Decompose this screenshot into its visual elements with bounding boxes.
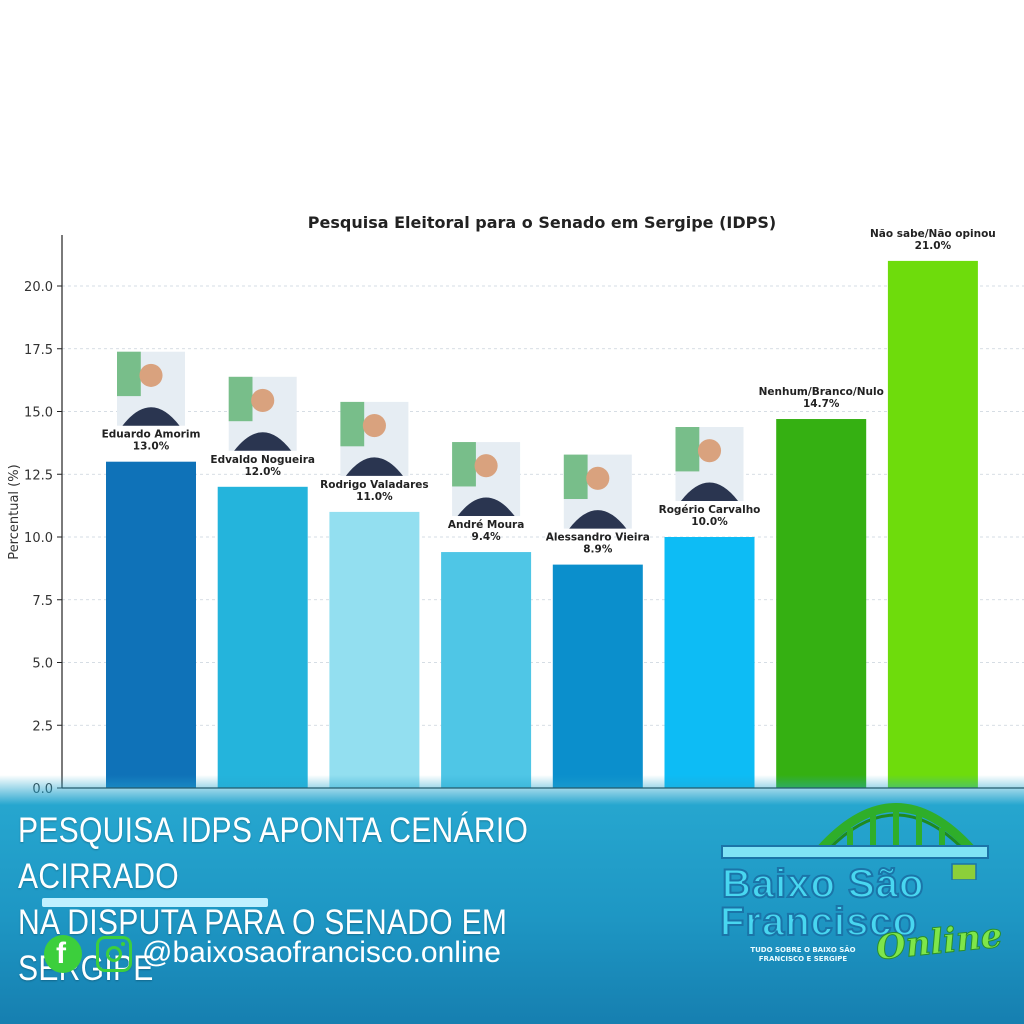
y-tick-label: 10.0	[24, 531, 53, 546]
bar-category-label: Eduardo Amorim	[102, 429, 201, 441]
bar-category-label: Não sabe/Não opinou	[870, 228, 996, 240]
bar	[776, 419, 867, 788]
chart-gridlines	[62, 285, 1024, 726]
bar-category-label: André Moura	[448, 519, 524, 531]
headline-line-2: NA DISPUTA PARA O SENADO EM SERGIPE	[18, 903, 508, 988]
y-tick-label: 7.5	[32, 594, 53, 609]
facebook-glyph: f	[56, 937, 66, 970]
headline-underline	[42, 898, 268, 907]
logo-word-2: Francisco	[719, 899, 918, 945]
bar	[217, 486, 308, 788]
bar	[106, 461, 196, 788]
y-tick-label: 12.5	[24, 468, 53, 483]
candidate-photo	[228, 376, 297, 451]
logo-word-1: Baixo São	[721, 861, 925, 907]
bar	[552, 564, 643, 788]
bar-value-label: 8.9%	[583, 544, 613, 556]
y-tick-label: 5.0	[32, 657, 53, 672]
bar-value-label: 9.4%	[472, 531, 502, 543]
bar-category-label: Edvaldo Nogueira	[210, 454, 315, 466]
bar-value-label: 13.0%	[133, 441, 170, 453]
y-tick-labels: 0.02.55.07.510.012.515.017.520.0	[24, 280, 62, 797]
headline-line-1: PESQUISA IDPS APONTA CENÁRIO ACIRRADO	[18, 811, 529, 896]
candidate-photo	[675, 427, 744, 501]
facebook-icon[interactable]: f	[44, 935, 82, 973]
bar-category-label: Nenhum/Branco/Nulo	[759, 386, 884, 398]
logo-tagline: TUDO SOBRE O BAIXO SÃO FRANCISCO E SERGI…	[750, 946, 856, 963]
candidate-photo	[563, 454, 632, 529]
bar-value-label: 12.0%	[244, 466, 281, 478]
bar-category-label: Rodrigo Valadares	[320, 479, 428, 491]
y-tick-label: 20.0	[24, 280, 53, 295]
bar-value-label: 21.0%	[915, 240, 952, 252]
headline: PESQUISA IDPS APONTA CENÁRIO ACIRRADO NA…	[18, 808, 620, 992]
chart-title: Pesquisa Eleitoral para o Senado em Serg…	[308, 213, 776, 232]
bridge-icon	[721, 803, 989, 880]
instagram-icon[interactable]	[96, 936, 132, 972]
brand-logo: Baixo São Francisco TUDO SOBRE O BAIXO S…	[716, 780, 1016, 980]
chart-axes	[61, 235, 1024, 789]
social-handle[interactable]: @baixosaofrancisco.online	[142, 936, 501, 969]
bar-category-label: Rogério Carvalho	[659, 504, 761, 516]
bar-value-label: 14.7%	[803, 398, 840, 410]
bar	[329, 511, 420, 788]
y-tick-label: 15.0	[24, 406, 53, 421]
bar	[887, 260, 978, 788]
candidate-photo	[340, 401, 409, 476]
bar	[664, 537, 755, 788]
bar-value-label: 11.0%	[356, 491, 393, 503]
chart-bars	[106, 260, 978, 788]
bar-value-label: 10.0%	[691, 516, 728, 528]
bar	[441, 552, 532, 788]
candidate-photos	[117, 351, 744, 529]
y-axis-label: Percentual (%)	[7, 464, 22, 559]
candidate-photo	[452, 442, 521, 517]
bar-category-label: Alessandro Vieira	[546, 532, 650, 544]
y-tick-label: 2.5	[32, 719, 53, 734]
candidate-photo	[117, 351, 185, 426]
y-tick-label: 17.5	[24, 343, 53, 358]
